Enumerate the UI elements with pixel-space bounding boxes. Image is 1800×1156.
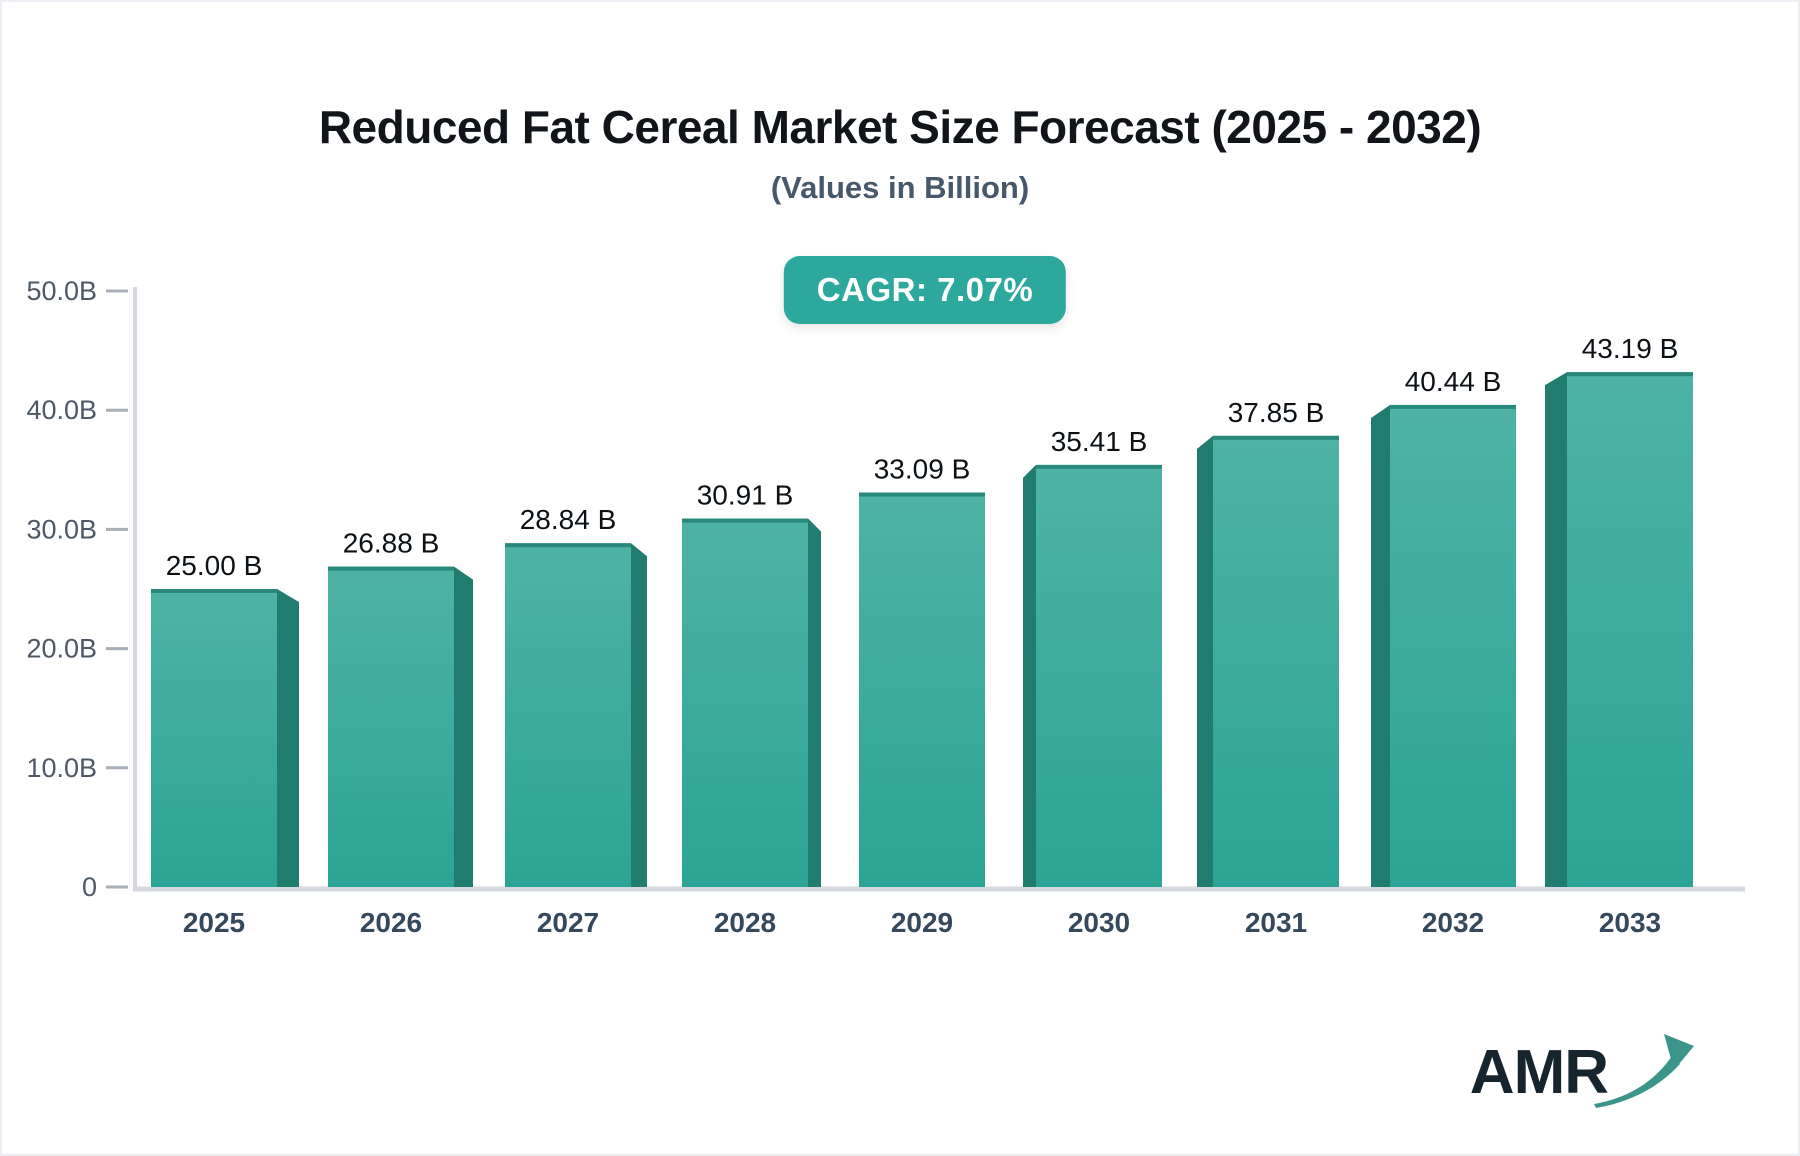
bar-top-edge: [1213, 435, 1339, 440]
bar-2029: [859, 492, 985, 887]
y-tick-label: 50.0B: [26, 276, 97, 306]
x-axis-label: 2025: [183, 907, 245, 938]
bar-front-face: [1390, 404, 1516, 887]
bar-front-face: [682, 518, 808, 887]
bar-2031: [1197, 435, 1339, 887]
y-tick-label: 30.0B: [26, 514, 97, 544]
bar-value-label: 40.44 B: [1405, 366, 1502, 397]
y-tick-label: 10.0B: [26, 753, 97, 783]
cagr-badge: CAGR: 7.07%: [783, 256, 1067, 324]
bar-value-label: 37.85 B: [1228, 397, 1325, 428]
bar-value-label: 33.09 B: [874, 454, 971, 485]
x-axis-label: 2027: [537, 907, 599, 938]
bar-2032: [1371, 404, 1516, 887]
bar-value-label: 43.19 B: [1582, 333, 1679, 364]
x-axis-label: 2028: [714, 907, 776, 938]
bar-top-edge: [1390, 404, 1516, 409]
amr-logo: AMR: [1469, 1032, 1696, 1108]
x-axis-label: 2029: [891, 907, 953, 938]
x-axis-label: 2031: [1245, 907, 1307, 938]
bar-side-face: [1371, 404, 1390, 887]
growth-arrow-icon: [1594, 1034, 1694, 1108]
x-axis-label: 2030: [1068, 907, 1130, 938]
bar-top-edge: [859, 492, 985, 497]
bar-side-face: [454, 566, 473, 887]
bar-top-edge: [151, 589, 277, 593]
bar-front-face: [859, 492, 985, 887]
chart-subtitle: (Values in Billion): [770, 170, 1030, 205]
bar-2030: [1023, 464, 1162, 887]
bar-front-face: [505, 543, 631, 887]
labels: 25.00 B 2025 26.88 B 2026 28.84 B 2027 30.91 B…: [166, 333, 1679, 938]
bar-side-face: [1023, 464, 1036, 887]
bar-top-edge: [1567, 372, 1693, 377]
bar-top-edge: [682, 518, 808, 523]
x-axis-label: 2033: [1599, 907, 1661, 938]
bar-top-edge: [505, 543, 631, 548]
bars: [151, 372, 1693, 888]
bar-2033: [1545, 372, 1693, 888]
y-tick-label: 0: [82, 872, 97, 902]
bar-2025: [151, 589, 299, 887]
bar-value-label: 26.88 B: [343, 528, 440, 559]
bar-front-face: [1036, 464, 1162, 887]
axes: 50.0B 40.0B 30.0B 20.0B 10.0B 0: [26, 276, 1745, 902]
bar-value-label: 25.00 B: [166, 550, 263, 581]
bar-front-face: [1567, 372, 1693, 888]
bar-value-label: 30.91 B: [697, 480, 794, 511]
bar-2026: [328, 566, 473, 887]
bar-2028: [682, 518, 821, 887]
bar-front-face: [1213, 435, 1339, 887]
amr-logo-text: AMR: [1469, 1038, 1609, 1107]
chart-title: Reduced Fat Cereal Market Size Forecast …: [318, 101, 1482, 153]
bar-top-edge: [328, 566, 454, 571]
bar-side-face: [1545, 372, 1567, 888]
bar-front-face: [151, 589, 277, 887]
bar-value-label: 35.41 B: [1051, 426, 1148, 457]
y-tick-label: 20.0B: [26, 634, 97, 664]
y-tick-label: 40.0B: [26, 395, 97, 425]
x-axis-label: 2026: [360, 907, 422, 938]
bar-2027: [505, 543, 647, 887]
bar-side-face: [808, 518, 821, 887]
bar-side-face: [1197, 435, 1213, 887]
bar-value-label: 28.84 B: [520, 504, 617, 535]
bar-front-face: [328, 566, 454, 887]
bar-side-face: [277, 589, 299, 887]
cagr-badge-label: CAGR: 7.07%: [816, 271, 1034, 308]
x-axis-label: 2032: [1422, 907, 1484, 938]
bar-top-edge: [1036, 464, 1162, 469]
bar-side-face: [631, 543, 647, 887]
